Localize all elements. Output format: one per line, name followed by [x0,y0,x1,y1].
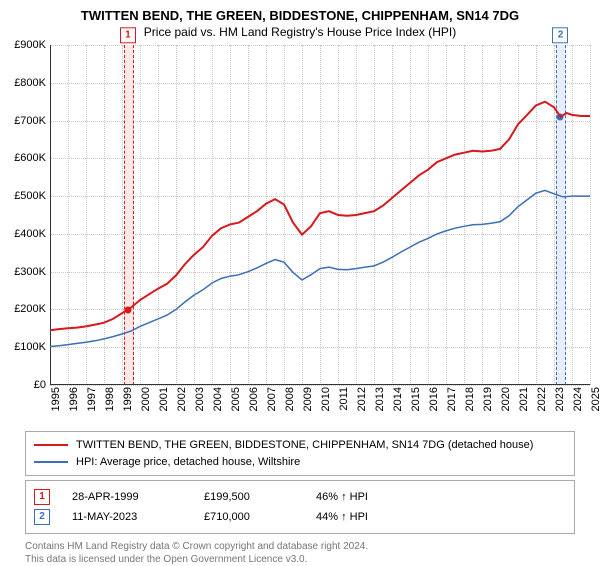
legend-box: TWITTEN BEND, THE GREEN, BIDDESTONE, CHI… [25,431,575,476]
x-axis-label: 2005 [230,387,242,411]
x-axis-labels: 1995 1996 1997 1998 1999 2000 2001 2002 2003 2004… [50,385,590,425]
x-axis-label: 2007 [266,387,278,411]
x-axis-label: 2018 [464,387,476,411]
table-row: 1 28-APR-1999 £199,500 46% ↑ HPI [34,487,566,507]
legend-item: TWITTEN BEND, THE GREEN, BIDDESTONE, CHI… [34,437,566,454]
x-axis-label: 2021 [518,387,530,411]
point-price: £199,500 [204,491,294,503]
marker-badge: 2 [34,509,50,525]
x-axis-label: 2003 [194,387,206,411]
x-axis-label: 2010 [320,387,332,411]
y-axis-label: £500K [14,190,50,202]
y-axis-label: £300K [14,266,50,278]
x-axis-label: 1999 [122,387,134,411]
marker-badge: 2 [552,27,568,43]
x-axis-label: 2009 [302,387,314,411]
x-axis-label: 2002 [176,387,188,411]
chart-lines [50,45,590,385]
y-axis-label: £900K [14,39,50,51]
legend-swatch [34,461,68,463]
x-axis-label: 2017 [446,387,458,411]
y-axis-label: £100K [14,341,50,353]
x-axis-label: 1995 [50,387,62,411]
point-price: £710,000 [204,511,294,523]
x-axis-label: 2022 [536,387,548,411]
x-axis-label: 2019 [482,387,494,411]
table-row: 2 11-MAY-2023 £710,000 44% ↑ HPI [34,507,566,527]
legend-swatch [34,444,68,446]
legend-item: HPI: Average price, detached house, Wilt… [34,454,566,471]
y-axis-label: £400K [14,228,50,240]
y-axis-label: £0 [34,379,50,391]
x-axis-label: 2012 [356,387,368,411]
point-date: 11-MAY-2023 [72,511,182,523]
chart-plot-area: £0£100K£200K£300K£400K£500K£600K£700K£80… [50,45,590,385]
footer-attribution: Contains HM Land Registry data © Crown c… [25,540,575,566]
y-axis-label: £200K [14,303,50,315]
x-axis-label: 2016 [428,387,440,411]
x-axis-label: 1997 [86,387,98,411]
x-axis-label: 1996 [68,387,80,411]
marker-pin: 1 [120,26,136,43]
x-axis-label: 2004 [212,387,224,411]
point-date: 28-APR-1999 [72,491,182,503]
x-axis-label: 2015 [410,387,422,411]
x-axis-label: 2023 [554,387,566,411]
y-axis-label: £600K [14,152,50,164]
point-hpi: 46% ↑ HPI [316,491,368,503]
x-axis-label: 2008 [284,387,296,411]
x-axis-label: 2020 [500,387,512,411]
x-axis-label: 2025 [590,387,600,411]
y-axis-label: £800K [14,77,50,89]
marker-pin: 2 [552,26,568,43]
marker-badge: 1 [34,489,50,505]
marker-badge: 1 [120,27,136,43]
x-axis-label: 2001 [158,387,170,411]
x-axis-label: 2011 [338,387,350,411]
chart-title-sub: Price paid vs. HM Land Registry's House … [0,23,600,45]
x-axis-label: 1998 [104,387,116,411]
x-axis-label: 2024 [572,387,584,411]
footer-line: Contains HM Land Registry data © Crown c… [25,540,575,553]
legend-label: HPI: Average price, detached house, Wilt… [76,454,300,471]
legend-label: TWITTEN BEND, THE GREEN, BIDDESTONE, CHI… [76,437,533,454]
point-hpi: 44% ↑ HPI [316,511,368,523]
x-axis-label: 2000 [140,387,152,411]
points-table: 1 28-APR-1999 £199,500 46% ↑ HPI 2 11-MA… [25,480,575,534]
gridline-vertical [590,45,591,385]
x-axis-label: 2013 [374,387,386,411]
x-axis-label: 2014 [392,387,404,411]
x-axis-label: 2006 [248,387,260,411]
chart-title-main: TWITTEN BEND, THE GREEN, BIDDESTONE, CHI… [0,0,600,23]
chart-container: TWITTEN BEND, THE GREEN, BIDDESTONE, CHI… [0,0,600,560]
y-axis-label: £700K [14,115,50,127]
